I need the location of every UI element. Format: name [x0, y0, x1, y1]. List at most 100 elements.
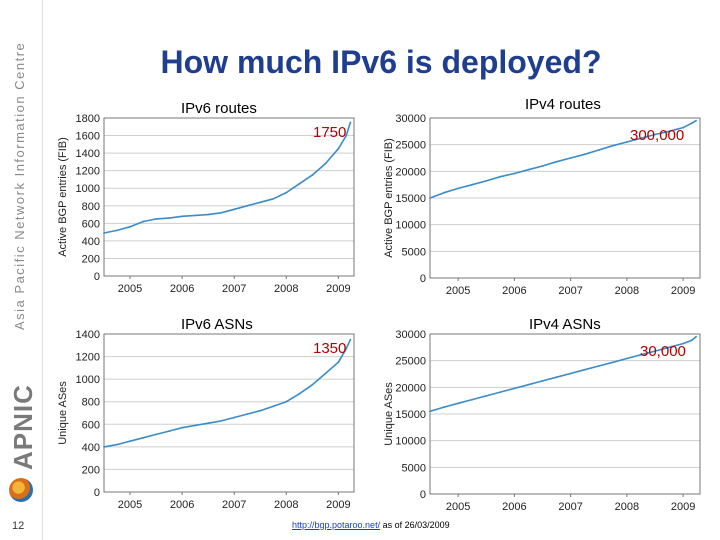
data-point: [220, 211, 223, 214]
x-tick-label: 2005: [118, 283, 142, 295]
source-link[interactable]: http://bgp.potaroo.net/: [292, 520, 381, 530]
x-tick-label: 2008: [274, 499, 298, 511]
y-tick-label: 1400: [76, 148, 100, 160]
data-point: [168, 430, 171, 432]
data-point: [625, 141, 628, 143]
chart-svg-ipv4-asns: 0 5000 10000 15000 20000 25000 30000 2005 2006 20…: [383, 329, 701, 513]
sidebar: Asia Pacific Network Information Centre …: [0, 0, 43, 540]
apnic-logo-text: APNIC: [8, 384, 38, 470]
data-point: [611, 361, 614, 364]
y-tick-label: 1000: [76, 374, 100, 386]
y-tick-label: 20000: [395, 166, 426, 178]
data-point: [233, 416, 236, 419]
y-tick-label: 15000: [395, 193, 426, 205]
y-tick-label: 5000: [402, 462, 426, 474]
footer-source: http://bgp.potaroo.net/ as of 26/03/2009: [292, 520, 450, 530]
y-tick-label: 1600: [76, 131, 100, 143]
data-point: [259, 201, 262, 204]
data-point: [429, 410, 431, 413]
data-point: [142, 436, 144, 439]
chart-ipv6-routes: 0 200 400 600 800 1000 1200 1400 1600 1800 2005 200…: [52, 110, 362, 300]
panel-label-ipv4-asns: IPv4 ASNs: [529, 316, 601, 333]
y-tick-label: 30000: [395, 113, 426, 125]
data-point: [471, 183, 474, 186]
data-point: [311, 174, 314, 176]
y-tick-label: 1200: [76, 166, 100, 178]
data-point: [443, 406, 445, 408]
y-tick-label: 400: [82, 442, 100, 454]
sidebar-org-name: Asia Pacific Network Information Centre: [12, 41, 27, 330]
data-point: [311, 383, 314, 386]
data-point: [443, 191, 445, 194]
x-tick-label: 2005: [446, 501, 470, 513]
apnic-logo-icon: [9, 478, 33, 502]
callout-ipv6-routes: 1750: [313, 124, 347, 141]
data-point: [345, 347, 348, 350]
y-tick-label: 25000: [395, 140, 426, 152]
data-point: [285, 400, 288, 403]
data-point: [555, 160, 558, 163]
callout-ipv4-asns: 30,000: [640, 343, 686, 360]
x-tick-label: 2009: [671, 501, 695, 513]
y-tick-label: 0: [420, 489, 426, 501]
data-point: [527, 168, 530, 171]
slide-title: How much IPv6 is deployed?: [160, 44, 602, 80]
data-point: [682, 342, 685, 345]
data-point: [129, 440, 131, 443]
x-tick-label: 2005: [118, 499, 142, 511]
data-point: [220, 420, 223, 422]
y-tick-label: 30000: [395, 329, 426, 341]
data-point: [668, 346, 670, 349]
plot-frame: [103, 333, 355, 493]
data-point: [207, 213, 210, 216]
y-tick-label: 1200: [76, 352, 100, 364]
data-point: [471, 398, 474, 401]
y-axis-label: Active BGP entries (FIB): [57, 137, 69, 257]
data-point: [527, 383, 530, 386]
data-point: [640, 137, 642, 140]
data-point: [597, 365, 600, 367]
data-point: [324, 372, 327, 375]
source-date: as of 26/03/2009: [380, 520, 450, 530]
y-tick-label: 25000: [395, 356, 426, 368]
data-point: [272, 405, 275, 408]
plot-frame: [103, 117, 355, 277]
plot-frame: [429, 333, 701, 495]
data-point: [690, 122, 693, 125]
chart-svg-ipv4-routes: 0 5000 10000 15000 20000 25000 30000 2005 2006 20…: [383, 113, 701, 297]
data-point: [513, 387, 516, 390]
data-point: [155, 218, 157, 220]
data-point: [103, 232, 105, 234]
y-tick-label: 200: [82, 464, 100, 476]
x-tick-label: 2005: [446, 285, 470, 297]
data-point: [583, 368, 586, 371]
data-point: [690, 339, 693, 342]
data-point: [485, 394, 488, 397]
y-tick-label: 800: [82, 397, 100, 409]
x-tick-label: 2009: [326, 499, 350, 511]
data-point: [513, 172, 516, 175]
data-point: [499, 175, 502, 178]
x-tick-label: 2009: [671, 285, 695, 297]
x-tick-label: 2006: [502, 285, 526, 297]
x-tick-label: 2008: [615, 501, 639, 513]
data-point: [429, 197, 431, 199]
data-point: [682, 126, 685, 129]
data-point: [668, 130, 670, 133]
chart-svg-ipv6-asns: 0 200 400 600 800 1000 1200 1400 2005 2006 2007 200…: [57, 329, 355, 511]
data-point: [541, 380, 544, 382]
data-point: [285, 191, 288, 194]
data-point: [457, 187, 460, 190]
y-tick-label: 20000: [395, 382, 426, 394]
x-tick-label: 2008: [274, 283, 298, 295]
panel-label-ipv4-routes: IPv4 routes: [525, 96, 601, 113]
panel-label-ipv6-asns: IPv6 ASNs: [181, 316, 253, 333]
chart-ipv4-asns: 0 5000 10000 15000 20000 25000 30000 2005 2006 20…: [378, 326, 708, 518]
data-point: [233, 208, 236, 211]
callout-ipv4-routes: 300,000: [630, 127, 685, 144]
y-tick-label: 600: [82, 218, 100, 230]
x-tick-label: 2008: [615, 285, 639, 297]
data-point: [349, 121, 352, 124]
y-tick-label: 10000: [395, 436, 426, 448]
x-tick-label: 2006: [502, 501, 526, 513]
